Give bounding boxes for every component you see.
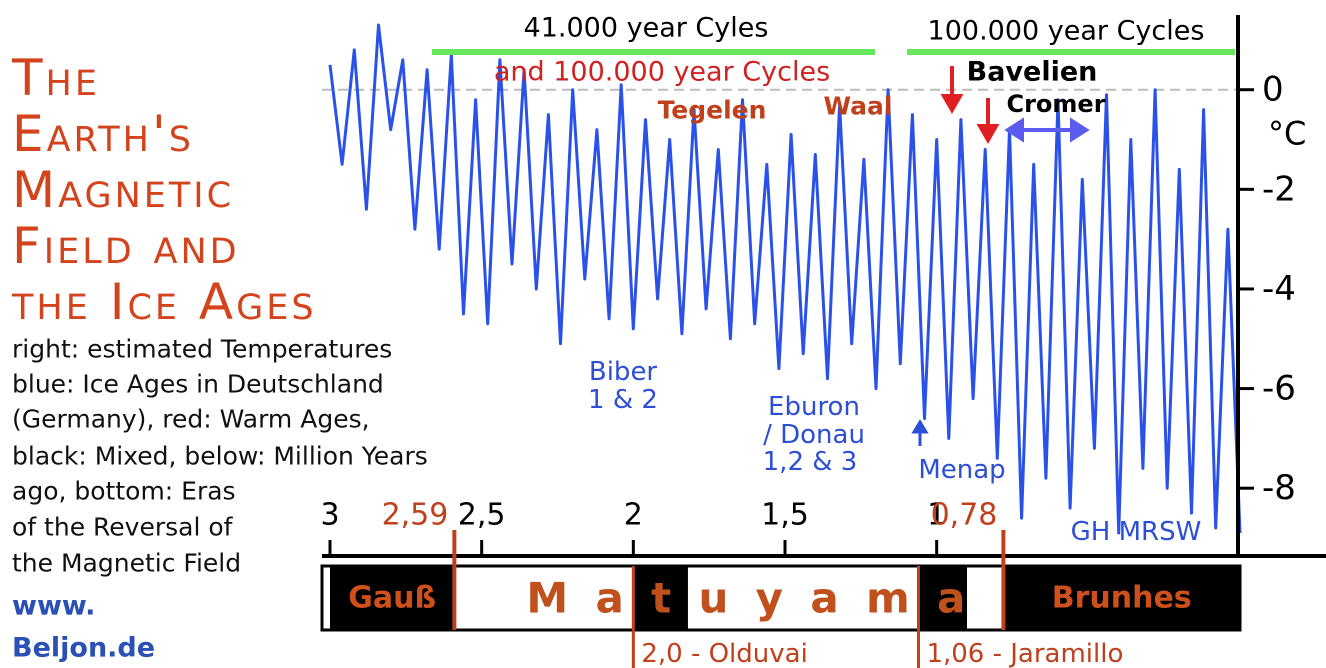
event-label: 1,06 - Jaramillo	[926, 639, 1123, 668]
temperature-line	[328, 23, 1242, 535]
cromer-arrow	[1004, 117, 1090, 143]
ice-age-label: Menap	[918, 455, 1005, 485]
era-label: Brunhes	[1052, 581, 1192, 616]
mixed-label: Cromer	[1006, 90, 1105, 118]
title-line: The	[11, 49, 100, 107]
reversal-label: 0,78	[931, 498, 998, 533]
polarity-block	[918, 566, 967, 630]
era-label: Gauß	[348, 581, 436, 616]
x-tick-label: 3	[320, 498, 339, 533]
y-axis-label: °C	[1268, 115, 1306, 153]
description-line: ago, bottom: Eras	[12, 477, 236, 506]
event-label: 2,0 - Olduvai	[641, 639, 807, 668]
y-tick-label: -8	[1262, 468, 1296, 508]
title-line: Earth's	[12, 105, 194, 163]
reversal-label: 2,59	[382, 498, 449, 533]
mixed-label: Bavelien	[967, 57, 1098, 88]
ice-age-label: 1,2 & 3	[763, 447, 858, 477]
polarity-block	[1003, 566, 1240, 630]
title-line: the Ice Ages	[11, 273, 317, 331]
x-tick-label: 1	[927, 498, 946, 533]
description-line: right: estimated Temperatures	[12, 335, 392, 364]
warm-age-label: Tegelen	[658, 96, 767, 125]
description-line: (Germany), red: Warm Ages,	[12, 405, 370, 434]
cycle-label: 41.000 year Cyles	[524, 13, 769, 44]
title-line: Field and	[12, 217, 240, 275]
title-line: Magnetic	[12, 161, 234, 219]
arrows	[940, 66, 1000, 145]
y-tick-label: -6	[1262, 369, 1296, 409]
x-tick-label: 1,5	[761, 498, 809, 533]
link-line: www.	[12, 591, 95, 622]
description-line: blue: Ice Ages in Deutschland	[12, 370, 384, 399]
cycle-label: 100.000 year Cycles	[928, 16, 1205, 47]
ice-age-label: Biber	[589, 357, 658, 387]
description-line: of the Reversal of	[12, 513, 234, 542]
description-line: black: Mixed, below: Million Years	[12, 442, 428, 471]
y-tick-label: -2	[1262, 169, 1296, 209]
ice-age-label: GH MRSW	[1071, 517, 1202, 547]
description-line: the Magnetic Field	[12, 549, 241, 578]
y-tick-label: -4	[1262, 269, 1296, 309]
polarity-block	[330, 566, 455, 630]
y-tick-label: 0	[1262, 70, 1284, 110]
x-tick-label: 2,5	[458, 498, 506, 533]
polarity-block	[633, 566, 688, 630]
cycle-label: and 100.000 year Cycles	[494, 57, 830, 88]
menap-arrow	[911, 419, 929, 446]
ice-age-label: Eburon	[768, 392, 860, 422]
ice-age-label: / Donau	[763, 420, 865, 450]
ice-age-label: 1 & 2	[588, 385, 658, 415]
x-tick-label: 2	[624, 498, 643, 533]
link-line: Beljon.de	[12, 633, 155, 664]
warm-age-label: Waal	[824, 92, 893, 121]
